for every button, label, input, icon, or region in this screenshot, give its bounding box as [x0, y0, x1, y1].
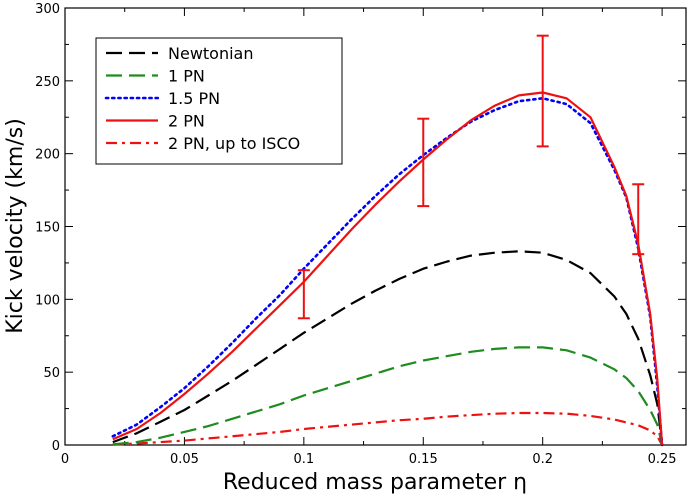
- legend: Newtonian 1 PN 1.5 PN 2 PN 2 PN, up to ISCO: [95, 37, 343, 165]
- x-tick-label: 0.25: [648, 452, 677, 467]
- y-axis-title: Kick velocity (km/s): [3, 118, 28, 334]
- y-tick-label: 0: [52, 439, 60, 454]
- x-axis-title: Reduced mass parameter η: [223, 470, 527, 495]
- legend-entries: Newtonian 1 PN 1.5 PN 2 PN 2 PN, up to ISCO: [104, 44, 300, 153]
- series-line-newtonian: [112, 250, 664, 446]
- x-tick-label: 0.1: [294, 452, 315, 467]
- axis-ticks: 0 0.05 0.1 0.15 0.2 0.25 0 50 100 150 200 250 300: [35, 2, 686, 467]
- x-tick-label: 0: [61, 452, 69, 467]
- legend-label: 1 PN: [168, 67, 205, 86]
- x-tick-label: 0.05: [170, 452, 199, 467]
- legend-label: Newtonian: [168, 44, 254, 63]
- x-tick-label: 0.15: [409, 452, 438, 467]
- y-tick-label: 50: [43, 366, 60, 381]
- legend-label: 2 PN: [168, 112, 205, 131]
- y-tick-label: 100: [35, 293, 60, 308]
- error-bar-layer: [297, 34, 645, 320]
- y-tick-label: 300: [35, 2, 60, 17]
- series-line-1-pn: [112, 346, 664, 446]
- legend-label: 1.5 PN: [168, 89, 220, 108]
- legend-label: 2 PN, up to ISCO: [168, 134, 300, 153]
- y-tick-label: 250: [35, 75, 60, 90]
- y-tick-label: 150: [35, 221, 60, 236]
- x-tick-label: 0.2: [532, 452, 553, 467]
- y-tick-label: 200: [35, 148, 60, 163]
- series-line-2-pn-up-to-isco: [112, 411, 664, 446]
